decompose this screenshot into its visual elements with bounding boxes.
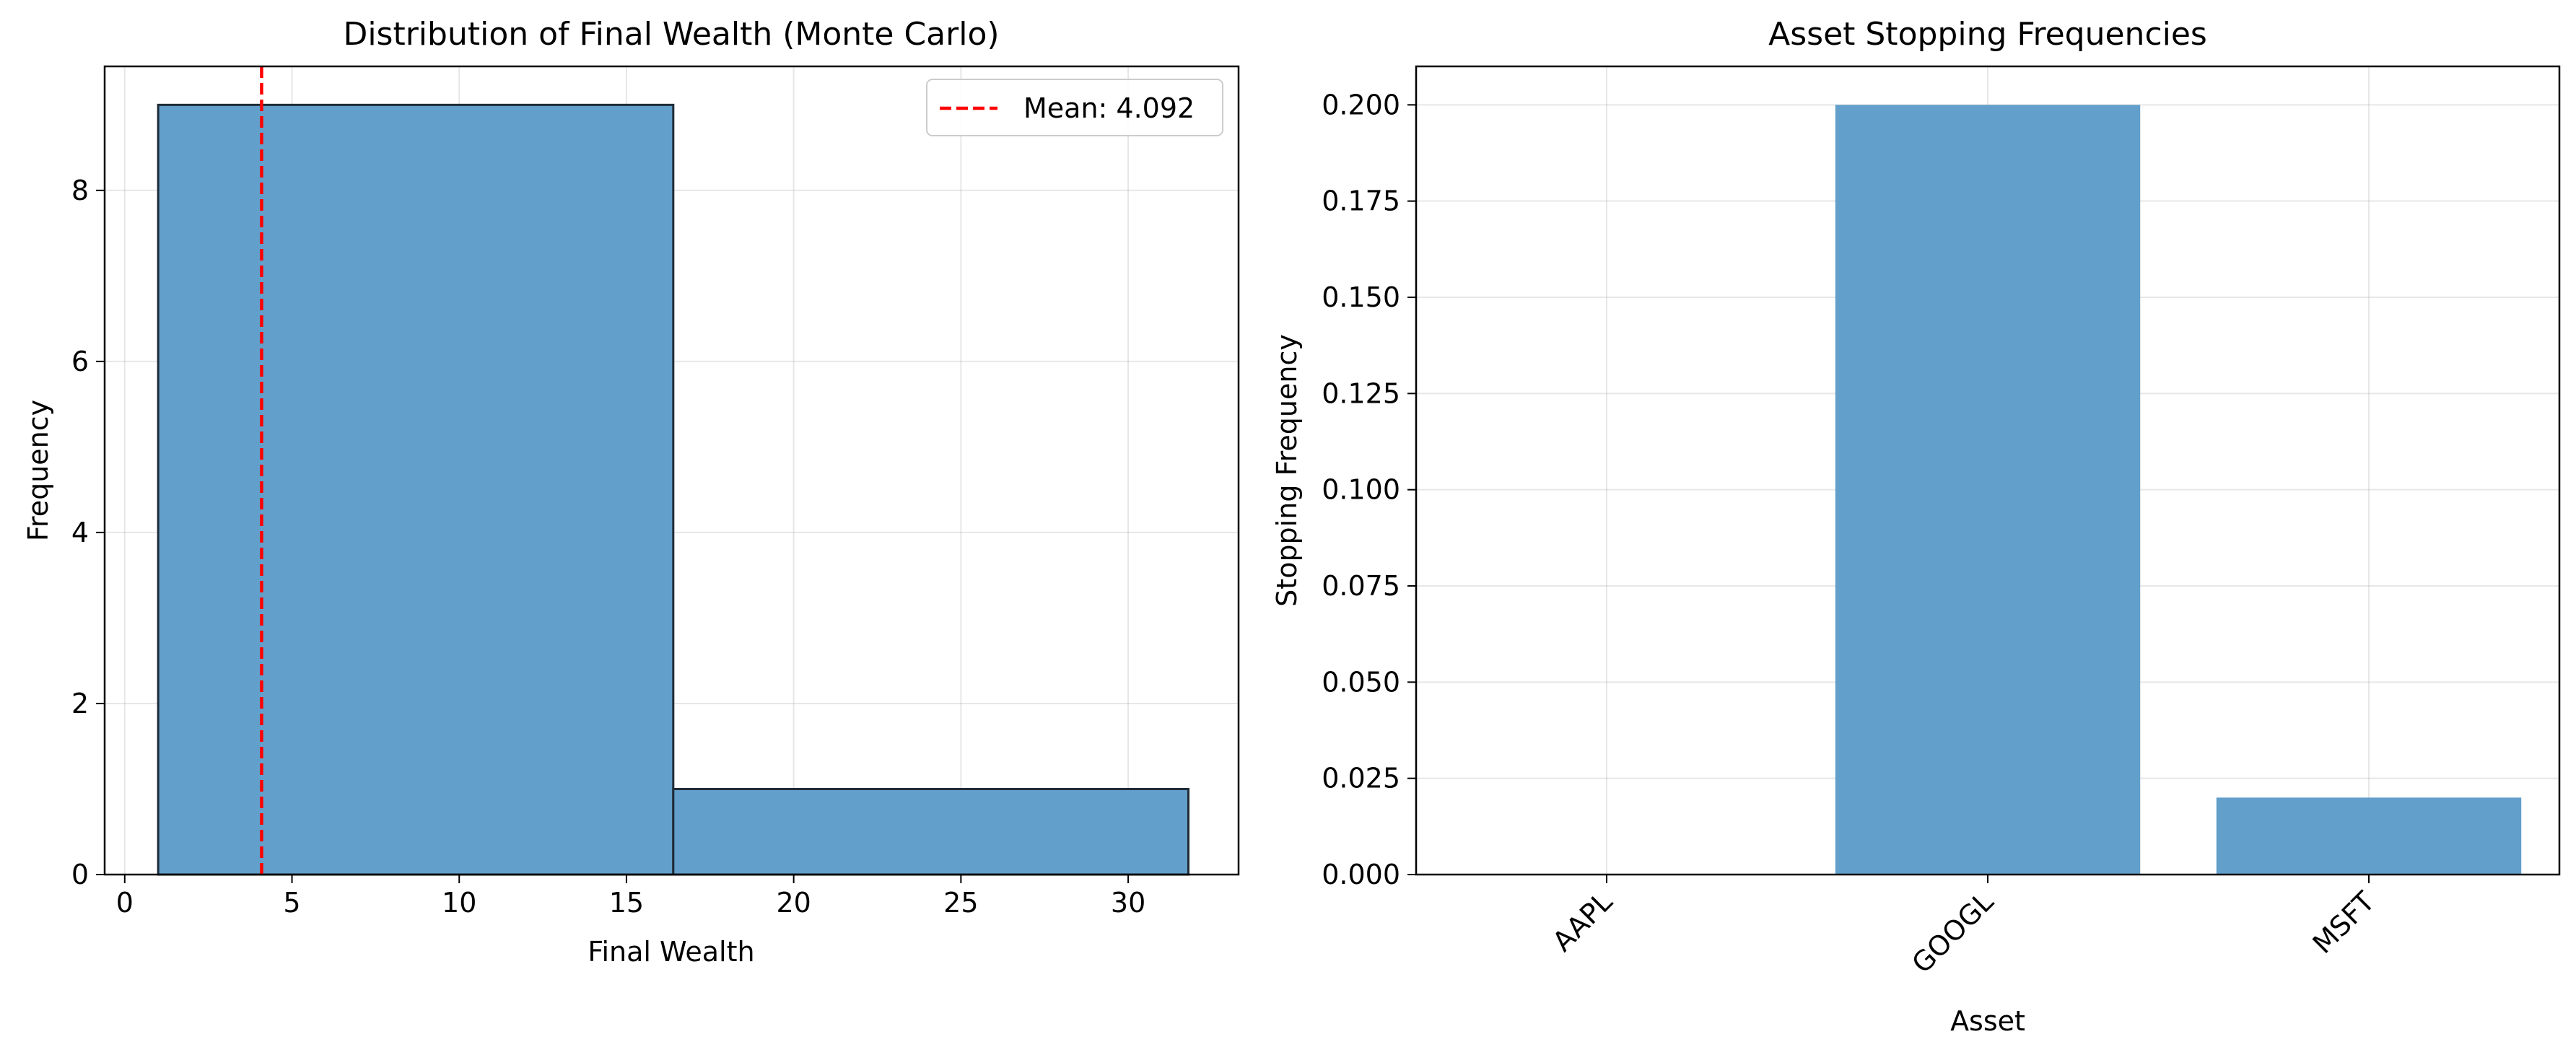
histogram-x-tick-label: 15 bbox=[609, 887, 644, 919]
histogram-legend: Mean: 4.092 bbox=[926, 79, 1223, 136]
histogram-title: Distribution of Final Wealth (Monte Carl… bbox=[343, 16, 999, 53]
histogram-y-tick-label: 8 bbox=[71, 175, 89, 206]
bar-msft bbox=[2216, 797, 2522, 875]
histogram-x-tick-label: 0 bbox=[116, 887, 134, 919]
histogram-panel: Distribution of Final Wealth (Monte Carl… bbox=[22, 16, 1240, 968]
histogram-y-ticks: 0 2 4 6 8 bbox=[71, 175, 105, 890]
histogram-y-tick-label: 6 bbox=[71, 346, 89, 377]
bar-chart-y-tick-label: 0.175 bbox=[1322, 185, 1400, 217]
bar-chart-y-tick-label: 0.050 bbox=[1322, 666, 1400, 698]
bar-chart-y-tick-label: 0.075 bbox=[1322, 570, 1400, 602]
bar-chart-y-label: Stopping Frequency bbox=[1271, 334, 1303, 607]
histogram-x-tick-label: 5 bbox=[283, 887, 300, 919]
legend-mean-label: Mean: 4.092 bbox=[1023, 92, 1195, 124]
histogram-axes-frame bbox=[103, 65, 1240, 876]
histogram-x-tick-label: 10 bbox=[442, 887, 476, 919]
bar-chart-y-tick-label: 0.000 bbox=[1322, 859, 1400, 890]
bar-chart-y-tick-label: 0.200 bbox=[1322, 89, 1400, 121]
histogram-x-tick-label: 30 bbox=[1111, 887, 1145, 919]
histogram-y-tick-label: 4 bbox=[71, 517, 89, 548]
bar-chart-x-label: Asset bbox=[1950, 1005, 2025, 1037]
legend-box bbox=[926, 79, 1223, 136]
histogram-x-tick-label: 20 bbox=[776, 887, 811, 919]
histogram-bars bbox=[157, 103, 1189, 876]
bar-chart-y-tick-label: 0.125 bbox=[1322, 377, 1400, 409]
bar-chart-title: Asset Stopping Frequencies bbox=[1768, 16, 2207, 53]
histogram-bar bbox=[157, 103, 675, 876]
histogram-bar bbox=[672, 787, 1189, 876]
histogram-x-label: Final Wealth bbox=[588, 936, 754, 968]
histogram-y-tick-label: 0 bbox=[71, 859, 89, 890]
histogram-x-tick-label: 25 bbox=[943, 887, 978, 919]
histogram-x-ticks: 0 5 10 15 20 25 30 bbox=[116, 875, 1145, 919]
histogram-y-label: Frequency bbox=[22, 400, 54, 541]
bar-googl bbox=[1835, 105, 2141, 875]
bar-chart-bars bbox=[1835, 105, 2522, 875]
bar-chart-y-tick-label: 0.025 bbox=[1322, 763, 1400, 794]
bar-chart-y-ticks: 0.000 0.025 0.050 0.075 0.100 0.125 0.150 0.175… bbox=[1322, 89, 1416, 890]
bar-chart-y-tick-label: 0.100 bbox=[1322, 474, 1400, 506]
histogram-y-tick-label: 2 bbox=[71, 688, 89, 719]
bar-chart-y-tick-label: 0.150 bbox=[1322, 281, 1400, 313]
